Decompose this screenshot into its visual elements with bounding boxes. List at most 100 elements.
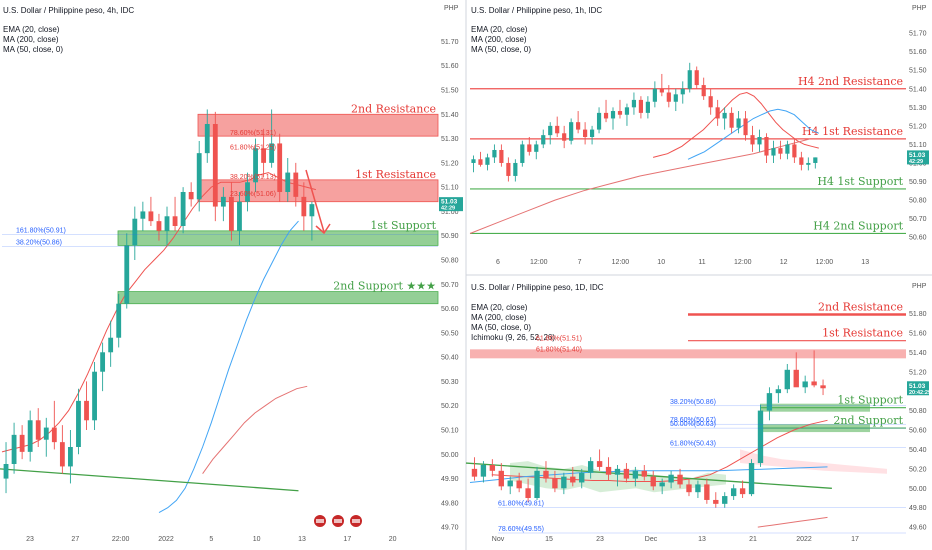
candle-body <box>525 488 531 499</box>
countdown-value: 20:42:29 <box>909 390 931 396</box>
candle-body <box>172 216 178 226</box>
support-label: H4 2nd Support <box>813 219 903 232</box>
resistance-label: H4 1st Resistance <box>802 125 903 138</box>
y-tick-label: 50.60 <box>909 428 927 435</box>
y-tick-label: 50.30 <box>441 379 459 386</box>
y-axis-bg <box>907 16 929 258</box>
y-tick-label: 51.60 <box>909 49 927 56</box>
candle-body <box>569 122 574 141</box>
candle-body <box>124 245 130 304</box>
x-tick-label: 27 <box>71 536 79 543</box>
y-tick-label: 50.40 <box>441 355 459 362</box>
candle-body <box>534 470 540 499</box>
candle-body <box>277 143 283 192</box>
candle-body <box>638 99 644 113</box>
resistance-zone <box>197 113 439 137</box>
y-tick-label: 50.70 <box>909 216 927 223</box>
x-tick-label: 7 <box>578 259 582 266</box>
x-tick-label: 12:00 <box>816 259 834 266</box>
y-tick-label: 51.50 <box>909 68 927 75</box>
candle-body <box>489 464 496 471</box>
candle-body <box>552 478 558 489</box>
candle-body <box>813 157 818 163</box>
candle-body <box>614 468 621 475</box>
current-price-value: 51.03 <box>909 152 926 159</box>
candle-body <box>729 112 734 128</box>
candle-body <box>820 385 826 389</box>
x-tick-label: 15 <box>545 536 553 543</box>
x-tick-label: 17 <box>343 536 351 543</box>
chart-1d-title: U.S. Dollar / Philippine peso, 1D, IDC <box>471 283 604 292</box>
y-tick-label: 50.10 <box>441 428 459 435</box>
candle-body <box>766 393 773 411</box>
x-tick-label: Nov <box>492 536 505 543</box>
y-tick-label: 50.60 <box>441 306 459 313</box>
legend-item: MA (200, close) <box>3 35 59 44</box>
legend-item: EMA (20, close) <box>471 303 528 312</box>
event-flag-stripe <box>352 519 360 523</box>
candle-body <box>43 427 49 440</box>
candle-body <box>603 112 609 119</box>
candle-body <box>506 162 511 176</box>
candle-body <box>623 468 630 479</box>
resistance-label: H4 2nd Resistance <box>798 75 903 88</box>
fib-label: 61.80%(50.43) <box>670 441 716 448</box>
x-tick-label: 21 <box>749 536 757 543</box>
resistance-label: 2nd Resistance <box>818 300 903 313</box>
candle-body <box>156 221 162 231</box>
y-tick-label: 49.90 <box>441 476 459 483</box>
candle-body <box>84 400 89 421</box>
candle-body <box>269 143 275 163</box>
candle-body <box>541 135 546 145</box>
candle-body <box>285 172 291 192</box>
candle-body <box>784 369 790 390</box>
candle-body <box>743 118 748 136</box>
x-tick-label: 17 <box>851 536 859 543</box>
chart-4h-y-axis: 51.70 51.60 51.50 51.40 51.30 51.20 51.10 51.00… <box>439 16 463 538</box>
candle-body <box>722 496 728 504</box>
x-tick-label: 2022 <box>158 536 174 543</box>
legend-item: MA (50, close, 0) <box>471 45 531 54</box>
candle-body <box>68 447 73 467</box>
candle-body <box>196 153 202 200</box>
candle-body <box>35 420 41 440</box>
y-tick-label: 51.30 <box>441 136 459 143</box>
ma-50-line <box>469 466 828 483</box>
ma-200-line <box>757 516 828 528</box>
support-zone <box>760 403 870 412</box>
y-tick-label: 51.40 <box>441 112 459 119</box>
x-tick-label: 12:00 <box>734 259 752 266</box>
y-tick-label: 50.00 <box>441 452 459 459</box>
candle-body <box>59 442 65 467</box>
ma-200-line <box>202 385 308 474</box>
resistance-label: 1st Resistance <box>822 327 903 340</box>
x-tick-label: 10 <box>657 259 665 266</box>
resistance-label: 1st Resistance <box>355 168 436 181</box>
candle-body <box>739 488 746 495</box>
fib-label: 38.20%(51.13) <box>230 174 276 181</box>
candle-body <box>686 484 692 493</box>
x-tick-label: 13 <box>298 536 306 543</box>
chart-4h-title: U.S. Dollar / Philippine peso, 4h, IDC <box>3 6 134 15</box>
fib-label: 78.60%(51.31) <box>230 130 276 137</box>
y-tick-label: 50.90 <box>441 233 459 240</box>
candle-body <box>730 488 737 497</box>
fib-label: 23.60%(51.06) <box>230 191 276 198</box>
candle-body <box>775 389 782 394</box>
chart-1d-y-axis: 51.8051.6051.4051.2051.0050.8050.6050.40… <box>907 290 929 538</box>
y-tick-label: 49.80 <box>441 500 459 507</box>
ema-20-line <box>652 91 819 158</box>
candle-body <box>516 480 522 489</box>
candle-body <box>498 470 504 487</box>
candle-body <box>293 172 299 197</box>
x-tick-label: 2022 <box>796 536 812 543</box>
fib-label: 78.60%(49.55) <box>498 526 544 533</box>
fib-label: 61.80%(51.40) <box>536 346 582 353</box>
candle-body <box>748 463 755 495</box>
y-tick-label: 50.90 <box>909 179 927 186</box>
trendline <box>0 468 299 492</box>
chart-1d-currency: PHP <box>912 283 927 290</box>
chart-1h-title: U.S. Dollar / Philippine peso, 1h, IDC <box>471 6 602 15</box>
y-tick-label: 49.80 <box>909 505 927 512</box>
candle-body <box>802 381 808 388</box>
